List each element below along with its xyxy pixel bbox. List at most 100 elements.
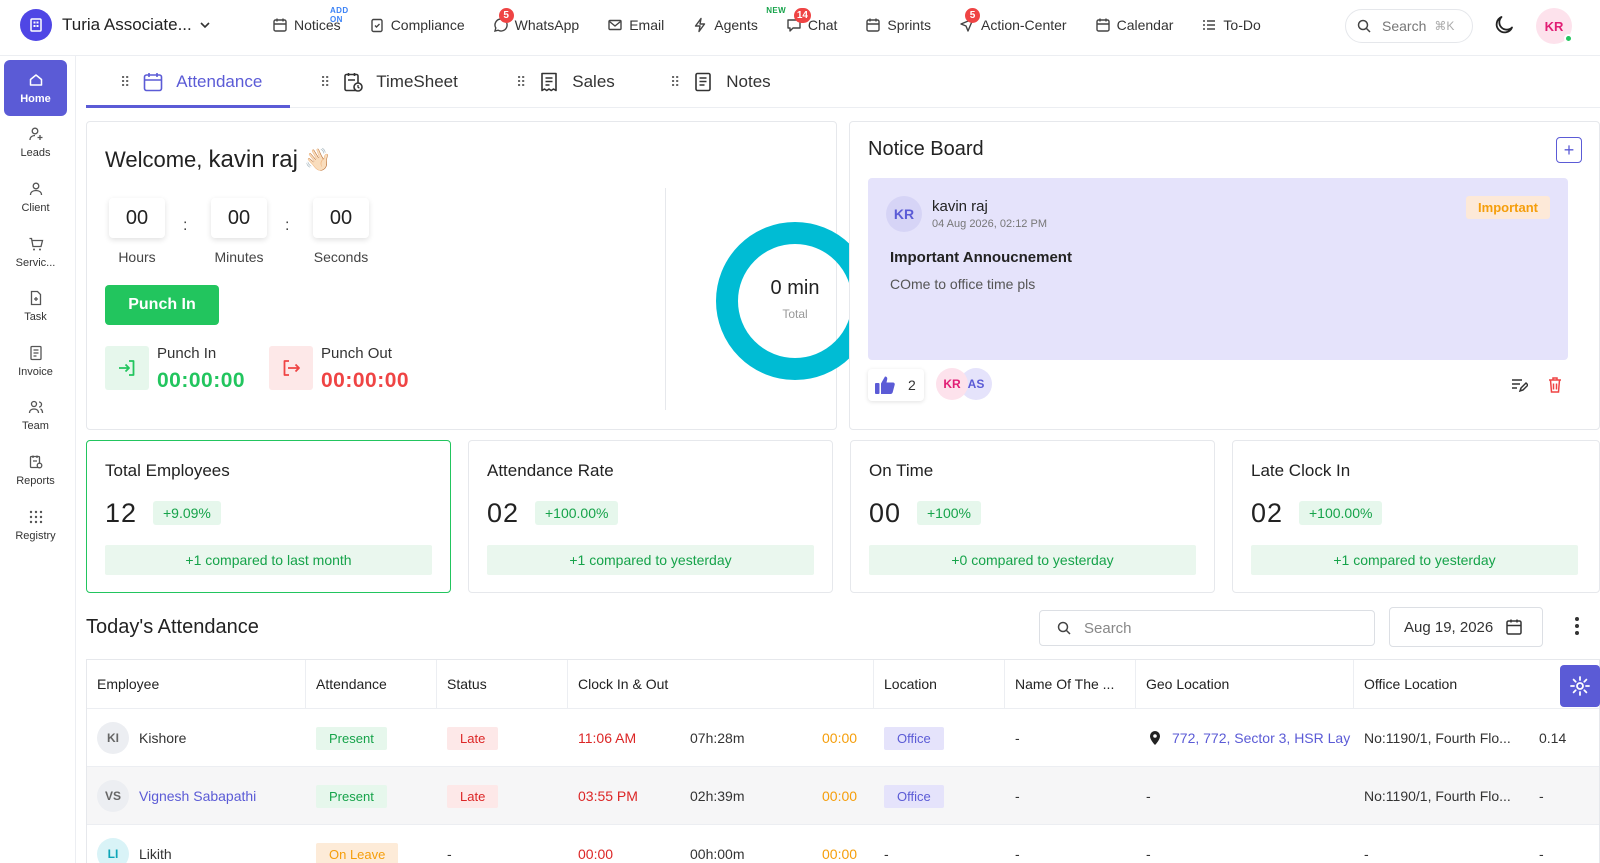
column-header[interactable]: Attendance	[306, 660, 437, 708]
status-cell: Late	[447, 709, 499, 767]
tab-label: Sales	[572, 72, 615, 91]
sidebar-item-leads[interactable]: Leads	[4, 114, 67, 170]
task-icon	[30, 290, 41, 305]
name-of-cell: -	[1015, 788, 1020, 804]
nav-todo[interactable]: To-Do	[1201, 0, 1261, 50]
nav-label: Agents	[714, 17, 758, 33]
stat-card-on-time[interactable]: On Time 00 +100% +0 compared to yesterda…	[850, 440, 1215, 593]
nav-agents[interactable]: NEW Agents	[692, 0, 786, 50]
nav-sprints[interactable]: Sprints	[865, 0, 931, 50]
grid-icon	[29, 510, 42, 523]
nav-calendar[interactable]: Calendar	[1095, 0, 1173, 50]
sidebar-item-services[interactable]: Servic...	[4, 224, 67, 280]
attendance-cell: Present	[316, 709, 387, 767]
drag-handle-icon[interactable]: ⠿	[670, 73, 680, 90]
dark-mode-icon[interactable]	[1492, 13, 1516, 37]
tab-attendance[interactable]: ⠿ Attendance	[120, 56, 262, 108]
table-row[interactable]: VS Vignesh Sabapathi Present Late 03:55 …	[87, 766, 1599, 824]
column-header[interactable]: Status	[437, 660, 568, 708]
drag-handle-icon[interactable]: ⠿	[320, 73, 330, 90]
stat-footer: +1 compared to yesterday	[487, 545, 814, 575]
punch-in-label: Punch In	[157, 345, 217, 362]
nav-compliance[interactable]: Compliance	[369, 0, 465, 50]
sidebar-item-client[interactable]: Client	[4, 169, 67, 225]
stat-card-attendance-rate[interactable]: Attendance Rate 02 +100.00% +1 compared …	[468, 440, 833, 593]
work-duration: 00h:00m	[690, 846, 745, 862]
receipt-icon	[541, 72, 558, 92]
sidebar-label: Servic...	[15, 256, 56, 269]
reactor-avatar: KR	[936, 368, 968, 400]
like-count: 2	[908, 377, 916, 393]
sidebar-item-invoice[interactable]: Invoice	[4, 333, 67, 389]
employee-avatar: VS	[97, 780, 129, 812]
user-initials: KR	[1544, 18, 1564, 34]
drag-handle-icon[interactable]: ⠿	[120, 73, 130, 90]
sidebar-label: Client	[21, 201, 50, 214]
tab-timesheet[interactable]: ⠿ TimeSheet	[320, 56, 458, 108]
edit-icon[interactable]	[1510, 376, 1528, 394]
nav-email[interactable]: Email	[607, 0, 664, 50]
tab-notes[interactable]: ⠿ Notes	[670, 56, 771, 108]
calendar-icon	[1506, 619, 1522, 635]
user-avatar[interactable]: KR	[1536, 8, 1573, 44]
note-icon	[695, 72, 712, 92]
geo-location-link[interactable]: 772, 772, Sector 3, HSR Lay	[1172, 730, 1351, 746]
workspace-switcher[interactable]: Turia Associate...	[20, 9, 212, 41]
attendance-search-input[interactable]: Search	[1039, 610, 1375, 646]
date-picker[interactable]: Aug 19, 2026	[1389, 607, 1543, 647]
lightning-icon	[695, 17, 706, 33]
column-header[interactable]: Employee	[87, 660, 306, 708]
welcome-card: Welcome, kavin raj 👋🏻 00 Hours : 00 Minu…	[86, 121, 874, 430]
timesheet-icon	[344, 73, 364, 92]
tab-label: Attendance	[176, 72, 263, 91]
employee-name[interactable]: Vignesh Sabapathi	[139, 788, 257, 804]
nav-notices[interactable]: ADD ON Notices	[272, 0, 348, 50]
column-header[interactable]: Geo Location	[1136, 660, 1354, 708]
attendance-badge: Present	[316, 784, 387, 808]
add-notice-button[interactable]: +	[1556, 137, 1582, 163]
delete-icon[interactable]	[1547, 376, 1563, 394]
punch-in-button[interactable]: Punch In	[105, 285, 219, 325]
sidebar-item-team[interactable]: Team	[4, 387, 67, 443]
notice-item[interactable]: KR kavin raj 04 Aug 2026, 02:12 PM Impor…	[868, 178, 1568, 360]
geo-location-cell[interactable]: 772, 772, Sector 3, HSR Lay	[1148, 709, 1354, 767]
sidebar-item-task[interactable]: Task	[4, 278, 67, 334]
column-header[interactable]: Clock In & Out	[568, 660, 874, 708]
employee-avatar: LI	[97, 838, 129, 863]
donut-label: Total	[782, 307, 808, 321]
punch-in-time: 00:00:00	[157, 369, 246, 392]
nav-chat[interactable]: 14 Chat	[786, 0, 837, 50]
sidebar-item-home[interactable]: Home	[4, 60, 67, 116]
timer-hours-label: Hours	[118, 249, 156, 265]
sidebar-item-reports[interactable]: Reports	[4, 442, 67, 498]
notification-badge: 14	[793, 8, 811, 23]
stat-footer: +1 compared to yesterday	[1251, 545, 1578, 575]
column-header[interactable]: Office Location	[1364, 676, 1458, 692]
search-icon	[1357, 19, 1371, 33]
column-header[interactable]: Name Of The ...	[1005, 660, 1136, 708]
location-badge: Office	[884, 726, 944, 750]
work-duration: 02h:39m	[690, 788, 745, 804]
nav-action-center[interactable]: 5 Action-Center	[959, 0, 1067, 50]
employee-name: Likith	[139, 846, 172, 862]
nav-whatsapp[interactable]: 5 WhatsApp	[493, 0, 579, 50]
table-row[interactable]: LI Likith On Leave - 00:00 00h:00m 00:00…	[87, 824, 1599, 863]
like-button[interactable]: 2	[868, 369, 924, 401]
stat-change: +100.00%	[1299, 501, 1383, 525]
table-row[interactable]: KI Kishore Present Late 11:06 AM 07h:28m…	[87, 708, 1599, 767]
sidebar-item-registry[interactable]: Registry	[4, 497, 67, 553]
stat-card-total-employees[interactable]: Total Employees 12 +9.09% +1 compared to…	[86, 440, 451, 593]
table-settings-button[interactable]	[1560, 665, 1600, 707]
location-cell: Office	[884, 709, 944, 767]
attendance-badge: Present	[316, 726, 387, 750]
drag-handle-icon[interactable]: ⠿	[516, 73, 526, 90]
sidebar-label: Reports	[16, 474, 55, 487]
more-options-icon[interactable]	[1574, 616, 1580, 636]
dashboard-tabs: ⠿ Attendance ⠿ TimeSheet ⠿ Sales ⠿ Notes	[86, 56, 1600, 108]
stat-card-late-clock-in[interactable]: Late Clock In 02 +100.00% +1 compared to…	[1232, 440, 1600, 593]
global-search[interactable]: Search ⌘K	[1345, 9, 1473, 43]
status-cell: -	[447, 846, 452, 862]
timer-seconds-label: Seconds	[313, 249, 369, 265]
tab-sales[interactable]: ⠿ Sales	[516, 56, 615, 108]
column-header[interactable]: Location	[874, 660, 1005, 708]
